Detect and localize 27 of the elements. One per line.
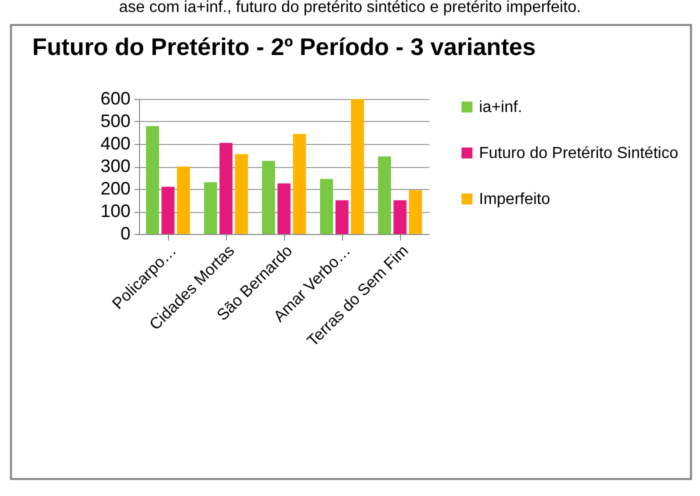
bar bbox=[350, 99, 364, 234]
legend-label: Imperfeito bbox=[479, 191, 550, 208]
y-tick-label: 600 bbox=[100, 88, 130, 108]
bar bbox=[320, 178, 334, 234]
y-tick-label: 400 bbox=[100, 134, 130, 154]
text: ase com ia+inf., futuro do pretérito sintético e pretérito imperfeito. bbox=[118, 0, 582, 18]
bar bbox=[234, 154, 248, 234]
y-tick-label: 300 bbox=[100, 156, 130, 176]
legend-label: Futuro do Pretérito Sintético bbox=[479, 145, 678, 162]
bar bbox=[162, 186, 174, 234]
bar bbox=[262, 160, 276, 234]
y-tick-label: 100 bbox=[100, 201, 130, 221]
bar bbox=[292, 134, 306, 234]
bar bbox=[378, 156, 392, 234]
bar bbox=[176, 166, 190, 234]
y-tick-label: 0 bbox=[120, 224, 130, 244]
y-tick-label: 500 bbox=[100, 111, 130, 131]
chart-title: Futuro do Pretérito - 2º Período - 3 variantes bbox=[32, 34, 536, 61]
y-tick-label: 200 bbox=[100, 178, 130, 198]
bar bbox=[220, 142, 232, 234]
bar bbox=[394, 200, 406, 234]
bar bbox=[336, 200, 348, 234]
bar bbox=[278, 183, 290, 234]
legend-label: ia+inf. bbox=[479, 99, 522, 116]
bar bbox=[146, 126, 160, 234]
bar bbox=[408, 190, 422, 234]
bar bbox=[204, 182, 218, 234]
